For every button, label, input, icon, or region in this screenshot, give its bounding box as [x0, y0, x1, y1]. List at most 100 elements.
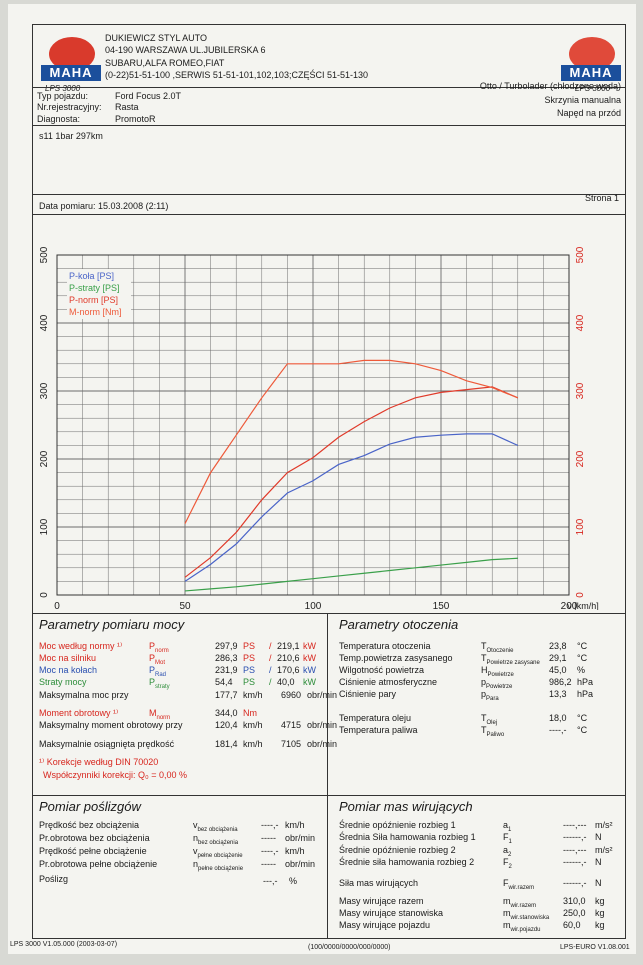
slip-row-value: ----- [261, 833, 276, 843]
inertia-row-label: Średnia Siła hamowania rozbieg 1 [339, 832, 476, 842]
correction-note: ¹⁾ Korekcje według DIN 70020 [39, 757, 159, 767]
maha-logo-left: MAHA LPS 3000 [41, 35, 105, 99]
inertia-row-value: ------,- [563, 878, 587, 888]
logo-text-right: MAHA [561, 65, 621, 81]
environment-row-symbol: HPowietrze [481, 665, 514, 678]
x-tick-label: 0 [54, 601, 60, 610]
slip-row-unit: obr/min [285, 833, 316, 843]
vehicle-divider [33, 125, 625, 126]
power-row-unit-ps: PS [243, 665, 256, 675]
diagnosta-label: Diagnosta: [37, 114, 81, 124]
slip-section-title: Pomiar poślizgów [39, 799, 141, 814]
power-row-value-ps: 54,4 [215, 677, 233, 687]
slip-row-symbol: nbez obciążenia [193, 833, 239, 846]
inertia-row-value: ----,--- [563, 845, 587, 855]
max-torque-speed-unit: km/h [243, 720, 263, 730]
footer-right: LPS-EURO V1.08.001 [560, 944, 630, 951]
power-row-value-kw: 219,1 [277, 641, 300, 651]
vehicle-type-value: Ford Focus 2.0T [115, 91, 182, 101]
power-row-unit-ps: PS [243, 677, 256, 687]
series-line-1 [184, 433, 519, 582]
footer-left: LPS 3000 V1.05.000 (2003-03-07) [10, 941, 118, 948]
environment-row-unit: °C [577, 641, 588, 651]
inertia-row-symbol: mwir.stanowiska [503, 908, 550, 921]
slip-row-label: Pr.obrotowa pełne obciążenie [39, 859, 158, 869]
legend-entry: P-straty [PS] [69, 283, 120, 293]
y-tick-label-left: 400 [39, 314, 50, 331]
environment-row-unit: hPa [577, 689, 594, 699]
slip-row-unit: km/h [285, 846, 305, 856]
inertia-row-value: 310,0 [563, 896, 586, 906]
vehicle-reg-label: Nr.rejestracyjny: [37, 102, 102, 112]
inertia-row-unit: kg [595, 920, 605, 930]
max-torque-rpm: 4715 [281, 720, 302, 730]
power-row-slash: / [269, 665, 272, 675]
power-row-value-ps: 231,9 [215, 665, 238, 675]
company-name: DUKIEWICZ STYL AUTO [105, 33, 208, 43]
inertia-row-symbol: mwir.razem [503, 896, 537, 909]
slip-row-value: ----- [261, 859, 276, 869]
company-address: 04-190 WARSZAWA UL.JUBILERSKA 6 [105, 45, 266, 55]
torque-label: Moment obrotowy ¹⁾ [39, 708, 119, 718]
inertia-row-value: 250,0 [563, 908, 586, 918]
power-row-value-kw: 210,6 [277, 653, 300, 663]
vehicle-type-label: Typ pojazdu: [37, 91, 89, 101]
slip-row-label: Pr.obrotowa bez obciążenia [39, 833, 150, 843]
max-speed-unit: km/h [243, 739, 263, 749]
inertia-row-symbol: F2 [503, 857, 512, 870]
dyno-power-chart: 0 50 100 150 200 0 100 200 300 400 500 0 100 200 300 40… [39, 246, 599, 610]
inertia-row-unit: N [595, 878, 602, 888]
y-tick-label-left: 100 [39, 518, 50, 535]
series-line-4 [184, 359, 519, 524]
legend-box [67, 269, 131, 319]
power-row-slash: / [269, 641, 272, 651]
report-sheet: MAHA LPS 3000 MAHA LPS 3000 DUKIEWICZ ST… [8, 4, 636, 954]
slip-row-value: ----,- [261, 846, 279, 856]
max-power-rpm-unit: obr/min [307, 690, 338, 700]
max-torque-rpm-unit: obr/min [307, 720, 338, 730]
slip-row-unit: km/h [285, 820, 305, 830]
inertia-row-value: 60,0 [563, 920, 581, 930]
environment-row-unit: % [577, 665, 586, 675]
footer-center: (100/0000/0000/000/0000) [308, 944, 391, 951]
environment-row-symbol: pPara [481, 689, 499, 702]
y-tick-label-right: 100 [575, 518, 586, 535]
inertia-row-symbol: a1 [503, 820, 512, 833]
lower-divider [33, 795, 625, 796]
power-row-unit-ps: PS [243, 653, 256, 663]
inertia-row-symbol: F1 [503, 832, 512, 845]
y-tick-label-right: 400 [575, 314, 586, 331]
y-tick-label-right: 200 [575, 450, 586, 467]
environment-row-label: Ciśnienie atmosferyczne [339, 677, 438, 687]
y-tick-label-left: 300 [39, 382, 50, 399]
y-tick-label-right: 300 [575, 382, 586, 399]
x-tick-label: 150 [433, 601, 450, 610]
series-line-3 [184, 386, 519, 578]
environment-row-unit: hPa [577, 677, 594, 687]
slip-unit: % [289, 876, 298, 886]
power-row-slash: / [269, 677, 272, 687]
environment-section-title: Parametry otoczenia [339, 617, 459, 632]
slip-row-symbol: vbez obciążenia [193, 820, 238, 833]
power-row-unit-kw: kW [303, 665, 316, 675]
torque-unit: Nm [243, 708, 257, 718]
lower-vertical-divider [327, 795, 328, 938]
environment-row-label: Temperatura oleju [339, 713, 412, 723]
torque-value: 344,0 [215, 708, 238, 718]
max-speed-label: Maksymalnie osiągnięta prędkość [39, 739, 175, 749]
legend-entry: M-norm [Nm] [69, 307, 122, 317]
measurement-comment: s11 1bar 297km [39, 131, 103, 141]
environment-row-value: 29,1 [549, 653, 567, 663]
header-divider [33, 87, 625, 88]
inertia-row-label: Masy wirujące pojazdu [339, 920, 431, 930]
inertia-row-value: ------,- [563, 832, 587, 842]
power-row-symbol: PRad [149, 665, 167, 678]
max-speed-rpm-unit: obr/min [307, 739, 338, 749]
environment-row-label: Temp.powietrza zasysanego [339, 653, 453, 663]
logo-text: MAHA [41, 65, 101, 81]
environment-row-symbol: pPowietrze [481, 677, 513, 690]
slip-row-unit: obr/min [285, 859, 316, 869]
legend-entry: P-norm [PS] [69, 295, 118, 305]
drive-type: Napęd na przód [556, 108, 621, 118]
power-row-symbol: PMot [149, 653, 166, 666]
